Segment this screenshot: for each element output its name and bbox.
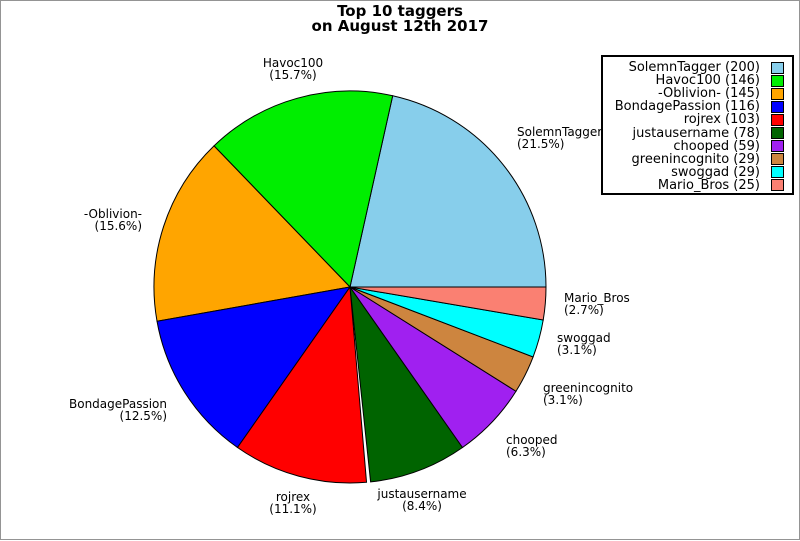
legend-item-label: swoggad (29) — [671, 164, 760, 180]
legend-item-label: -Oblivion- (145) — [657, 86, 760, 102]
slice-label-name: greenincognito — [543, 381, 634, 395]
slice-label-name: justausername — [377, 487, 467, 501]
legend-color-swatch — [771, 113, 784, 126]
pie-slice-havoc100 — [213, 90, 394, 289]
legend-item-greenincognito: greenincognito (29) — [603, 153, 784, 166]
legend-item-swoggad: swoggad (29) — [603, 166, 784, 179]
legend-item-bondagepassion: BondagePassion (116) — [603, 100, 784, 113]
slice-label-percent: (3.1%) — [543, 393, 583, 408]
legend-color-swatch — [771, 153, 784, 166]
legend-item-rojrex: rojrex (103) — [603, 113, 784, 126]
slice-label-percent: (15.6%) — [94, 219, 142, 234]
slice-label-greenincognito: greenincognito (3.1%) — [543, 381, 634, 408]
pie-slice-rojrex — [236, 285, 368, 484]
slice-label-percent: (11.1%) — [269, 502, 317, 517]
slice-label-name: BondagePassion — [69, 397, 167, 411]
legend-item-label: Havoc100 (146) — [655, 73, 760, 89]
slice-label-name: swoggad — [557, 331, 611, 345]
legend-item--oblivion-: -Oblivion- (145) — [603, 87, 784, 100]
slice-label-mario-bros: Mario_Bros (2.7%) — [564, 291, 630, 318]
legend-color-swatch — [771, 179, 784, 192]
slice-label-name: Havoc100 — [262, 56, 324, 70]
slice-label--oblivion-: -Oblivion- (15.6%) — [83, 207, 142, 234]
legend-item-label: BondagePassion (116) — [614, 99, 760, 115]
slice-label-name: rojrex — [275, 490, 311, 504]
slice-label-percent: (3.1%) — [557, 343, 597, 358]
legend-item-mario-bros: Mario_Bros (25) — [603, 179, 784, 192]
legend-item-chooped: chooped (59) — [603, 140, 784, 153]
slice-label-name: Mario_Bros — [564, 291, 630, 305]
chart-title: Top 10 taggers on August 12th 2017 — [1, 4, 799, 33]
legend-item-label: SolemnTagger (200) — [628, 60, 760, 76]
legend: SolemnTagger (200) Havoc100 (146) -Oblivio… — [601, 55, 794, 195]
slice-label-percent: (12.5%) — [119, 409, 167, 424]
slice-label-bondagepassion: BondagePassion (12.5%) — [69, 397, 167, 424]
pie-slice-mario-bros — [349, 286, 547, 321]
slice-label-chooped: chooped (6.3%) — [506, 433, 558, 460]
legend-item-label: rojrex (103) — [683, 112, 760, 128]
legend-color-swatch — [771, 87, 784, 100]
slice-label-percent: (6.3%) — [506, 445, 546, 460]
legend-item-justausername: justausername (78) — [603, 125, 784, 141]
chart-title-line1: Top 10 taggers — [337, 2, 463, 20]
slice-label-justausername: justausername (8.4%) — [377, 487, 467, 514]
pie-slice-bondagepassion — [156, 286, 352, 449]
slice-label-swoggad: swoggad (3.1%) — [557, 331, 611, 358]
slice-label-name: chooped — [506, 433, 558, 447]
slice-label-name: SolemnTagger — [517, 125, 603, 139]
slice-label-percent: (2.7%) — [564, 303, 604, 318]
chart-title-line2: on August 12th 2017 — [311, 16, 489, 35]
pie-slice-solemntagger — [349, 95, 547, 288]
slice-label-rojrex: rojrex (11.1%) — [269, 490, 317, 517]
legend-color-swatch — [771, 74, 784, 87]
legend-item-label: greenincognito (29) — [631, 151, 760, 167]
pie-slice--oblivion- — [153, 145, 352, 322]
legend-color-swatch — [771, 100, 784, 113]
legend-item-label: justausername (78) — [632, 125, 761, 141]
slice-label-solemntagger: SolemnTagger (21.5%) — [517, 125, 603, 152]
slice-label-percent: (8.4%) — [402, 499, 442, 514]
legend-item-label: Mario_Bros (25) — [657, 177, 760, 193]
legend-color-swatch — [771, 127, 784, 140]
legend-color-swatch — [771, 61, 784, 74]
legend-color-swatch — [771, 140, 784, 153]
slice-label-percent: (15.7%) — [269, 68, 317, 83]
legend-item-havoc100: Havoc100 (146) — [603, 74, 784, 87]
slice-label-name: -Oblivion- — [83, 207, 142, 221]
slice-label-percent: (21.5%) — [517, 137, 565, 152]
legend-color-swatch — [771, 166, 784, 179]
legend-item-solemntagger: SolemnTagger (200) — [603, 61, 784, 74]
legend-item-label: chooped (59) — [673, 138, 760, 154]
pie-slice-justausername — [349, 285, 464, 483]
slice-label-havoc100: Havoc100 (15.7%) — [262, 56, 324, 83]
